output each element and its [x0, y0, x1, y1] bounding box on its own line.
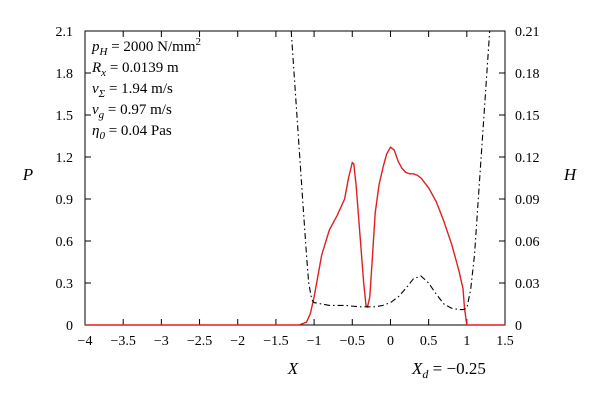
parameter-subscript: x [100, 67, 106, 79]
xd-annotation-base: X [411, 359, 423, 378]
y-right-tick-label: 0.06 [515, 235, 540, 250]
x-tick-label: −4 [78, 334, 93, 349]
parameter-block: pH = 2000 N/mm2 Rx = 0.0139 m vΣ = 1.94 m/… [91, 36, 201, 142]
x-tick-label: −1.5 [263, 334, 288, 349]
parameter-line: vΣ = 1.94 m/s [92, 81, 173, 100]
x-tick-label: −3.5 [110, 334, 135, 349]
x-tick-label: 0 [387, 334, 394, 349]
xd-annotation-sub: d [422, 367, 429, 381]
y-left-tick-labels: 0 0.3 0.6 0.9 1.2 1.5 1.8 2.1 [56, 25, 74, 334]
y-right-tick-label: 0.09 [515, 193, 540, 208]
y-left-tick-label: 2.1 [56, 25, 74, 40]
x-tick-label: −2.5 [187, 334, 212, 349]
y-right-tick-label: 0.03 [515, 277, 540, 292]
y-right-tick-label: 0.15 [515, 109, 540, 124]
y-right-tick-label: 0.12 [515, 151, 540, 166]
film-thickness-series-line [290, 31, 491, 311]
x-tick-label: −1 [307, 334, 322, 349]
y-left-tick-label: 0 [66, 319, 73, 334]
parameter-superscript: 2 [196, 36, 202, 48]
tick-marks [84, 30, 506, 326]
y-left-tick-label: 1.2 [56, 151, 74, 166]
y-left-tick-label: 0.9 [56, 193, 74, 208]
parameter-symbol: R [91, 60, 101, 76]
y-right-tick-labels: 0 0.03 0.06 0.09 0.12 0.15 0.18 0.21 [515, 25, 540, 334]
x-tick-label: −2 [230, 334, 245, 349]
xd-annotation: Xd = −0.25 [411, 359, 486, 381]
parameter-value: = 1.94 m/s [105, 81, 173, 97]
y-left-tick-label: 0.6 [56, 235, 74, 250]
parameter-line: Rx = 0.0139 m [91, 60, 179, 79]
x-tick-labels: −4 −3.5 −3 −2.5 −2 −1.5 −1 −0.5 0 0.5 1 1.5 [78, 334, 514, 349]
y-left-axis-title: P [22, 165, 33, 184]
y-right-tick-label: 0 [515, 319, 522, 334]
parameter-line: vg = 0.97 m/s [92, 102, 172, 121]
parameter-line: η0 = 0.04 Pas [92, 123, 172, 142]
parameter-value: = 0.97 m/s [104, 102, 172, 118]
x-tick-label: −0.5 [340, 334, 365, 349]
parameter-line: pH = 2000 N/mm2 [91, 36, 201, 58]
x-tick-label: 1.5 [496, 334, 514, 349]
parameter-symbol: v [92, 81, 99, 97]
y-right-tick-label: 0.21 [515, 25, 540, 40]
x-tick-label: 1 [463, 334, 470, 349]
series-layer [85, 31, 505, 325]
x-tick-label: 0.5 [420, 334, 438, 349]
y-left-tick-label: 0.3 [56, 277, 74, 292]
parameter-value: = 0.04 Pas [105, 123, 172, 139]
parameter-symbol: v [92, 102, 99, 118]
y-right-axis-title: H [563, 165, 578, 184]
parameter-value: = 0.0139 m [106, 60, 179, 76]
pressure-series-line [85, 146, 505, 325]
parameter-subscript: g [99, 109, 105, 121]
x-axis-title: X [287, 359, 299, 378]
y-left-tick-label: 1.5 [56, 109, 74, 124]
parameter-subscript: H [99, 46, 109, 58]
x-tick-label: −3 [154, 334, 169, 349]
parameter-subscript: Σ [98, 88, 106, 100]
xd-annotation-value: = −0.25 [428, 359, 485, 378]
parameter-symbol: η [92, 123, 99, 139]
y-right-tick-label: 0.18 [515, 67, 540, 82]
y-left-tick-label: 1.8 [56, 67, 74, 82]
parameter-value: = 2000 N/mm [107, 39, 195, 55]
parameter-subscript: 0 [99, 130, 105, 142]
parameter-symbol: p [91, 39, 100, 55]
